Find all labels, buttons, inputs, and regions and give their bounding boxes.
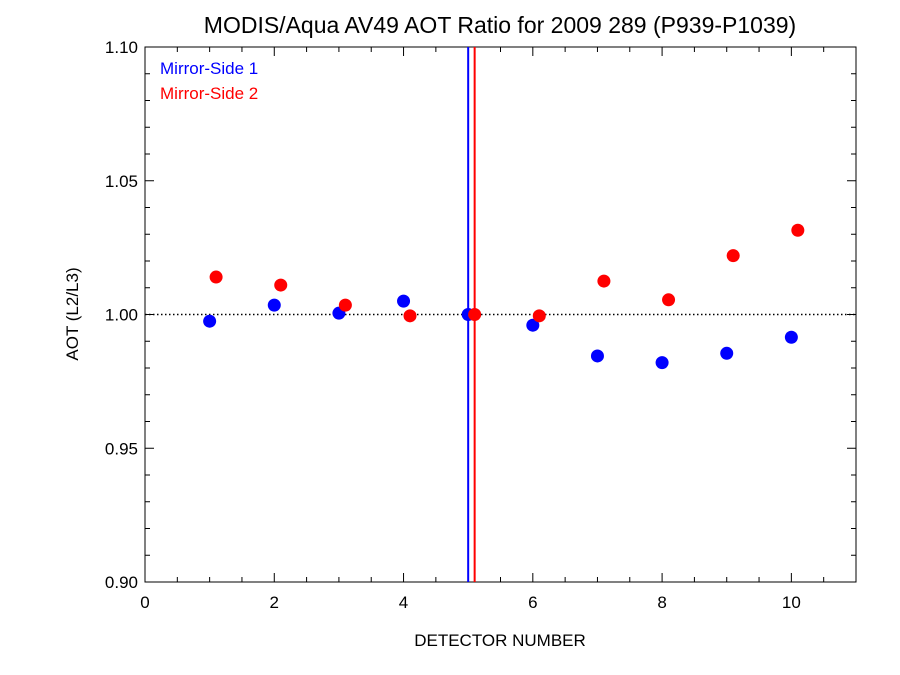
data-point-series-2 <box>468 308 482 321</box>
y-axis-label: AOT (L2/L3) <box>63 267 82 360</box>
x-tick-label: 4 <box>399 593 408 612</box>
x-axis-label: DETECTOR NUMBER <box>414 631 586 650</box>
x-tick-label: 8 <box>657 593 666 612</box>
y-tick-label: 1.05 <box>105 172 138 191</box>
legend-entry-1: Mirror-Side 1 <box>160 59 258 78</box>
x-tick-label: 2 <box>270 593 279 612</box>
x-tick-label: 0 <box>140 593 149 612</box>
data-point-series-2 <box>532 309 546 323</box>
chart-title: MODIS/Aqua AV49 AOT Ratio for 2009 289 (… <box>204 12 796 38</box>
data-point-series-1 <box>590 349 604 363</box>
y-tick-label: 1.00 <box>105 306 138 325</box>
x-tick-label: 6 <box>528 593 537 612</box>
data-point-series-2 <box>726 249 740 263</box>
data-point-series-2 <box>338 298 352 312</box>
y-tick-label: 0.95 <box>105 439 138 458</box>
data-point-series-2 <box>597 274 611 288</box>
data-point-series-2 <box>274 278 288 292</box>
x-tick-label: 10 <box>782 593 801 612</box>
data-point-series-1 <box>203 314 217 328</box>
data-point-series-1 <box>526 318 540 332</box>
data-point-series-2 <box>791 223 805 237</box>
data-point-series-2 <box>209 270 223 284</box>
y-tick-label: 1.10 <box>105 38 138 57</box>
data-point-series-2 <box>403 309 417 323</box>
data-point-series-1 <box>720 346 734 360</box>
data-point-series-1 <box>267 298 281 312</box>
data-point-series-1 <box>655 356 669 370</box>
y-tick-label: 0.90 <box>105 573 138 592</box>
data-point-series-2 <box>662 293 676 307</box>
legend-entry-2: Mirror-Side 2 <box>160 84 258 103</box>
data-point-series-1 <box>397 294 411 308</box>
data-point-series-1 <box>784 330 798 344</box>
plot-area: 0 2 4 6 8 10 0.90 0.95 1.00 1.05 1.10 Mirror-Side 1… <box>105 38 857 612</box>
